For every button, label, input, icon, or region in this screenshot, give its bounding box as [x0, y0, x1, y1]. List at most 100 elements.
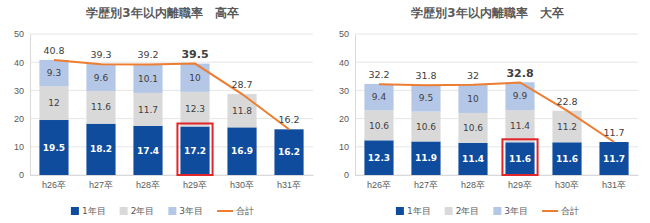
- legend-item: 3年目: [168, 206, 203, 216]
- x-tick: h26卒: [367, 175, 391, 190]
- bar-label: 9.4: [372, 92, 387, 102]
- bar-segment: [133, 64, 162, 92]
- bar-segment: [505, 82, 534, 110]
- y-tick: 30: [14, 86, 30, 96]
- bar-label: 9.5: [419, 93, 433, 103]
- x-tick: h26卒: [42, 175, 66, 190]
- bar-label: 12: [48, 98, 59, 108]
- y-tick-label: 0: [19, 170, 24, 180]
- bar-label: 17.4: [137, 146, 159, 156]
- total-line: [54, 60, 289, 129]
- bar-label: 9.9: [513, 91, 528, 101]
- bar-segment: [411, 112, 440, 142]
- legend-label: 3年目: [504, 206, 528, 216]
- bar-label: 10: [467, 94, 479, 104]
- bar-segment: [411, 141, 440, 175]
- bar-label: 11.6: [509, 154, 531, 164]
- bar-segment: [364, 84, 393, 111]
- line-label: 22.8: [556, 96, 577, 107]
- chart-canvas: 学歴別3年以内離職率 高卒01020304050h26卒h27卒h28卒h29卒…: [0, 0, 650, 223]
- y-tick-label: 20: [339, 114, 349, 124]
- bar-segment: [552, 111, 581, 143]
- bar-label: 11.4: [462, 154, 484, 164]
- y-tick: 40: [339, 58, 355, 68]
- x-axis: h26卒h27卒h28卒h29卒h30卒h31卒: [356, 175, 639, 190]
- bar-segment: [458, 85, 487, 113]
- grid-line: [30, 118, 313, 119]
- bar-segment: [227, 94, 256, 127]
- y-tick: 50: [339, 29, 355, 39]
- grid-line: [355, 175, 638, 176]
- line-label: 32.8: [506, 67, 533, 80]
- legend-item: 合計: [217, 206, 254, 216]
- bar-label: 10: [189, 73, 201, 83]
- bar-label: 10.1: [138, 74, 158, 84]
- grid-line: [355, 62, 638, 63]
- chart-panel: 学歴別3年以内離職率 大卒01020304050h26卒h27卒h28卒h29卒…: [339, 6, 639, 216]
- highlight-box: [177, 123, 212, 175]
- y-tick: 20: [339, 114, 355, 124]
- data-labels: 12.311.911.411.611.611.710.610.610.611.4…: [368, 67, 625, 165]
- bar-label: 19.5: [43, 143, 65, 153]
- y-tick: 10: [339, 142, 355, 152]
- highlight-box: [502, 139, 537, 175]
- legend-item: 1年目: [396, 206, 431, 216]
- grid: [355, 34, 638, 175]
- x-tick-label: h27卒: [89, 180, 113, 190]
- x-tick: h28卒: [461, 175, 485, 190]
- x-tick: h31卒: [277, 175, 301, 190]
- y-tick-label: 50: [339, 29, 349, 39]
- x-tick-label: h28卒: [136, 180, 160, 190]
- line-label: 40.8: [43, 45, 64, 56]
- y-tick: 30: [339, 86, 355, 96]
- x-tick: h27卒: [414, 175, 438, 190]
- bar-segment: [39, 60, 68, 86]
- bar-label: 16.2: [278, 147, 300, 157]
- chart-panel: 学歴別3年以内離職率 高卒01020304050h26卒h27卒h28卒h29卒…: [14, 6, 314, 216]
- legend-swatch: [493, 207, 501, 215]
- grid-line: [30, 90, 313, 91]
- y-tick-label: 30: [339, 86, 349, 96]
- x-tick: h31卒: [602, 175, 626, 190]
- legend-swatch: [217, 210, 233, 212]
- bar-segment: [133, 126, 162, 175]
- line-label: 32: [467, 70, 479, 81]
- bar-label: 10.6: [416, 122, 436, 132]
- y-tick-label: 10: [14, 142, 24, 152]
- grid-line: [355, 90, 638, 91]
- legend-item: 3年目: [493, 206, 528, 216]
- bar-segment: [133, 93, 162, 126]
- legend-label: 1年目: [407, 206, 431, 216]
- bar-label: 12.3: [368, 153, 390, 163]
- bar-label: 11.2: [557, 122, 577, 132]
- bar-segment: [411, 85, 440, 112]
- grid-line: [30, 175, 313, 176]
- grid-line: [30, 146, 313, 147]
- bar-segment: [86, 64, 115, 91]
- bar-segment: [552, 142, 581, 175]
- x-axis-line: [31, 175, 314, 176]
- y-tick: 40: [14, 58, 30, 68]
- line-label: 32.2: [368, 69, 389, 80]
- line-label: 39.5: [181, 48, 208, 61]
- legend-label: 1年目: [82, 206, 106, 216]
- grid: [30, 34, 313, 175]
- grid-line: [355, 146, 638, 147]
- x-tick-label: h28卒: [461, 180, 485, 190]
- bar-segment: [180, 126, 209, 175]
- legend-item: 2年目: [120, 206, 155, 216]
- x-tick-label: h27卒: [414, 180, 438, 190]
- legend-label: 合計: [561, 206, 579, 216]
- bar-segment: [39, 120, 68, 175]
- bar-label: 11.7: [138, 105, 158, 115]
- data-labels: 19.518.217.417.216.916.21211.611.712.311…: [43, 45, 300, 157]
- x-axis-line: [356, 175, 639, 176]
- y-tick-label: 10: [339, 142, 349, 152]
- bar-label: 10.6: [463, 123, 483, 133]
- x-tick-label: h26卒: [42, 180, 66, 190]
- legend-swatch: [120, 207, 128, 215]
- bar-label: 10.6: [369, 121, 389, 131]
- legend-swatch: [445, 207, 453, 215]
- x-axis: h26卒h27卒h28卒h29卒h30卒h31卒: [31, 175, 314, 190]
- line-label: 11.7: [603, 127, 624, 138]
